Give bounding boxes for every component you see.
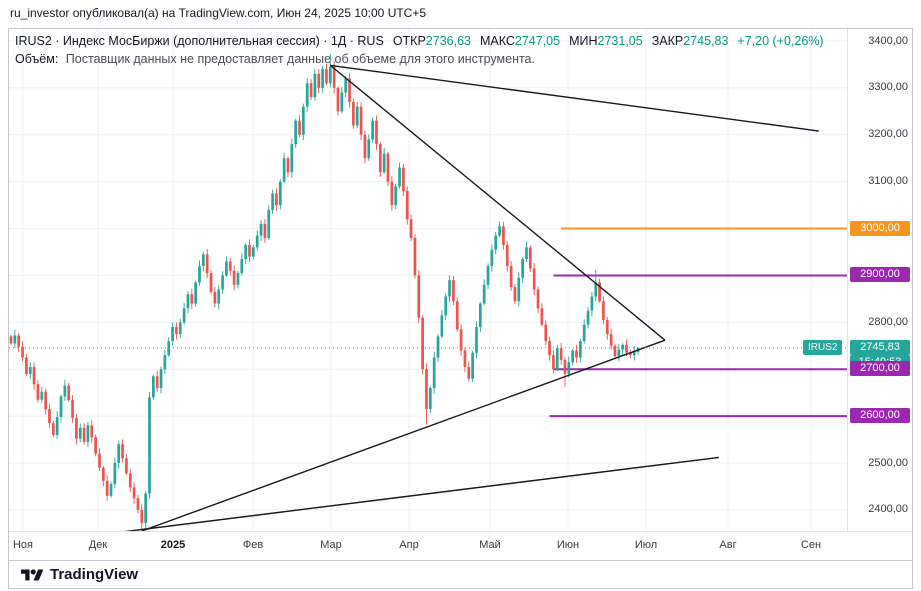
price-tick-label: 2800,00	[868, 315, 908, 328]
level-price-badge: 2700,00	[850, 361, 910, 377]
time-axis-label: Авг	[719, 539, 737, 551]
price-tick-label: 3400,00	[868, 34, 908, 47]
trendline-ascending-main[interactable]	[141, 339, 666, 531]
time-axis-label: Дек	[88, 539, 108, 551]
grid-lines	[9, 29, 847, 531]
price-tick-label: 3300,00	[868, 81, 908, 94]
time-axis-label: Июн	[556, 539, 580, 551]
price-tick-label: 3200,00	[868, 128, 908, 141]
price-tick-label: 3100,00	[868, 175, 908, 188]
trendline-descending-steep[interactable]	[329, 64, 666, 341]
horizontal-level-lines[interactable]	[549, 227, 847, 418]
price-axis[interactable]: 2745,83 15:49:53 3400,003300,003200,0031…	[847, 29, 912, 531]
chart-box: IRUS2 · Индекс МосБиржи (дополнительная …	[8, 28, 913, 589]
time-axis-label: 2025	[160, 539, 186, 551]
candlestick-chart[interactable]	[9, 29, 847, 531]
time-axis-label: Сен	[800, 539, 822, 551]
brand-name[interactable]: TradingView	[50, 566, 139, 583]
price-tick-label: 2500,00	[868, 456, 908, 469]
tradingview-logo-icon[interactable]	[21, 567, 43, 583]
plot-area[interactable]: IRUS2 · Индекс МосБиржи (дополнительная …	[9, 29, 847, 531]
trendlines[interactable]	[119, 64, 819, 531]
time-axis-label: Июл	[634, 539, 658, 551]
trendline-ascending-lower[interactable]	[119, 456, 719, 531]
level-price-badge: 3000,00	[850, 220, 910, 236]
footer: TradingView	[9, 560, 912, 588]
level-price-badge: 2600,00	[850, 408, 910, 424]
candlestick-series	[9, 54, 640, 530]
symbol-price-flag: IRUS2	[803, 339, 843, 355]
price-tick-label: 2400,00	[868, 503, 908, 516]
main-area: IRUS2 · Индекс МосБиржи (дополнительная …	[9, 29, 912, 531]
time-axis[interactable]: Ноя Дек 2025 Фев Мар Апр Май Июн Июл Авг Сен	[9, 531, 912, 560]
attribution-text: ru_investor опубликовал(а) на TradingVie…	[10, 6, 427, 20]
time-axis-label: Мар	[320, 539, 342, 551]
time-axis-label: Фев	[242, 539, 264, 551]
time-axis-label: Ноя	[12, 539, 34, 551]
time-axis-label: Апр	[399, 539, 419, 551]
trendline-descending-long[interactable]	[330, 64, 819, 132]
last-price-badge: 2745,83	[850, 339, 910, 355]
level-price-badge: 2900,00	[850, 267, 910, 283]
time-axis-label: Май	[479, 539, 501, 551]
